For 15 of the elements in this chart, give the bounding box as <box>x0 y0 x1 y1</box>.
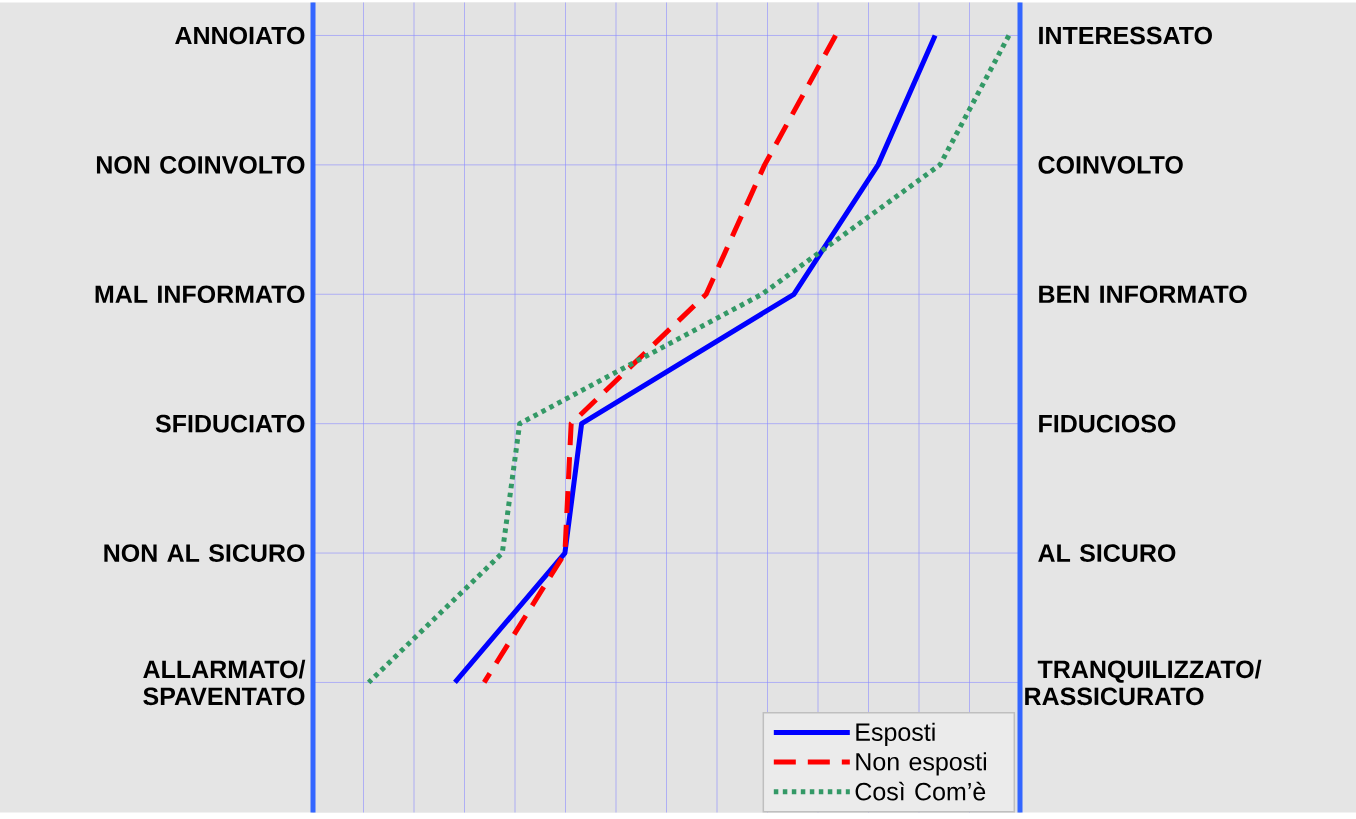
y-tick-label: SFIDUCIATO <box>155 414 305 433</box>
y2-tick-label: BEN INFORMATO <box>1039 285 1247 303</box>
y-tick-label: ANNOIATO <box>175 26 305 45</box>
y-tick-label: MAL INFORMATO <box>95 285 305 303</box>
y-tick-label: ALLARMATO/ SPAVENTATO <box>143 659 306 705</box>
y2-tick-label: AL SICURO <box>1038 544 1176 562</box>
y2-tick-label: COINVOLTO <box>1038 155 1183 174</box>
legend-label: Non esposti <box>856 752 987 776</box>
legend-label: Esposti <box>856 722 935 746</box>
y-tick-label: NON AL SICURO <box>104 544 305 562</box>
y-tick-label: NON COINVOLTO <box>96 155 305 174</box>
y2-tick-label: TRANQUILIZZATO/ RASSICURATO <box>1025 659 1262 705</box>
legend-label: Così Com’è <box>855 781 986 801</box>
y2-tick-label: INTERESSATO <box>1039 26 1212 45</box>
y2-tick-label: FIDUCIOSO <box>1039 414 1176 433</box>
